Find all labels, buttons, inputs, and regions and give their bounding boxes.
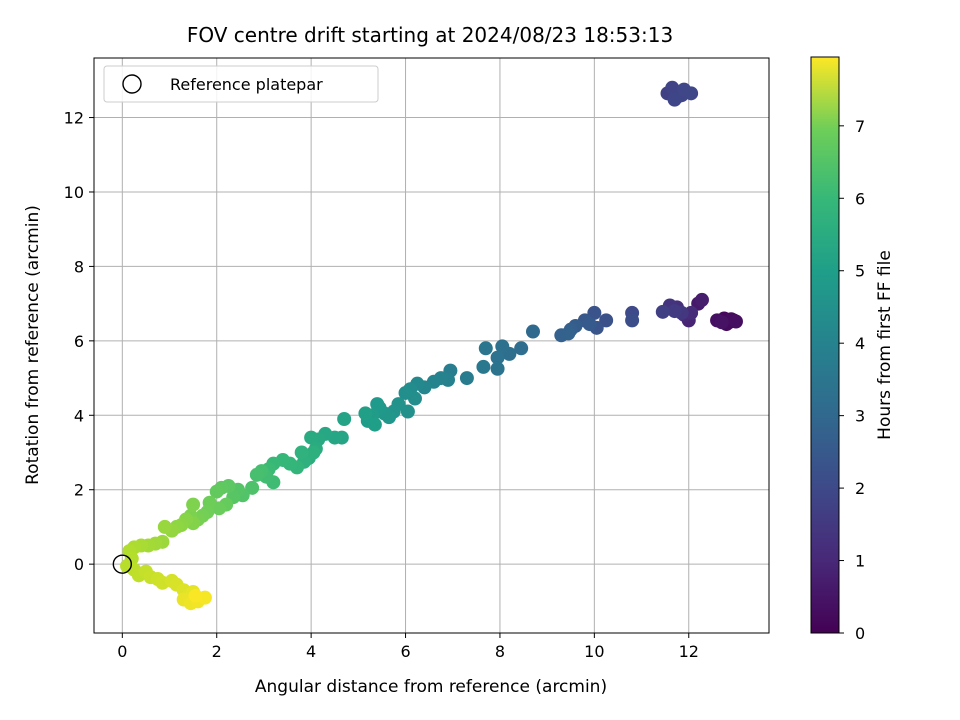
drift-point [370, 397, 385, 412]
colorbar-tick-label: 5 [855, 262, 865, 281]
drift-point [157, 519, 172, 534]
drift-point [249, 467, 264, 482]
colorbar-label: Hours from first FF file [875, 250, 895, 440]
grid-lines [94, 58, 769, 633]
colorbar-tick-label: 2 [855, 479, 865, 498]
axis-ticks: 0 2 4 6 8 10 12 0 2 4 6 8 10 12 [64, 109, 699, 661]
colorbar-tick-label: 7 [855, 117, 865, 136]
drift-point [667, 304, 682, 319]
drift-point [694, 292, 709, 307]
drift-point [495, 339, 510, 354]
drift-point [587, 305, 602, 320]
drift-point [677, 82, 692, 97]
x-tick-label: 8 [495, 642, 505, 661]
drift-point [306, 445, 321, 460]
colorbar-tick-label: 1 [855, 552, 865, 571]
colorbar-ticks: 0 1 2 3 4 5 6 7 [839, 117, 865, 643]
drift-point [599, 313, 614, 328]
legend-marker [122, 74, 142, 94]
drift-point [188, 588, 203, 603]
data-points [120, 80, 743, 611]
drift-point [478, 341, 493, 356]
drift-point [294, 445, 309, 460]
x-tick-label: 12 [679, 642, 699, 661]
drift-point [400, 404, 415, 419]
colorbar-tick-label: 4 [855, 334, 865, 353]
legend-box [103, 65, 379, 103]
drift-point [209, 484, 224, 499]
drift-point [582, 317, 597, 332]
x-tick-label: 6 [400, 642, 410, 661]
drift-point [337, 412, 352, 427]
x-tick-label: 2 [212, 642, 222, 661]
drift-point [490, 350, 505, 365]
y-tick-label: 8 [74, 257, 84, 276]
y-tick-label: 2 [74, 481, 84, 500]
drift-point [476, 359, 491, 374]
y-tick-label: 6 [74, 332, 84, 351]
colorbar-tick-label: 6 [855, 189, 865, 208]
y-tick-label: 12 [64, 109, 84, 128]
x-tick-label: 4 [306, 642, 316, 661]
y-tick-label: 10 [64, 183, 84, 202]
colorbar-gradient [810, 56, 840, 634]
drift-point [304, 430, 319, 445]
drift-point [514, 341, 529, 356]
x-tick-label: 10 [584, 642, 604, 661]
drift-point [245, 480, 260, 495]
drift-point [459, 371, 474, 386]
y-axis-label: Rotation from reference (arcmin) [23, 205, 43, 485]
chart-title: FOV centre drift starting at 2024/08/23 … [187, 23, 673, 47]
x-axis-label: Angular distance from reference (arcmin) [255, 677, 607, 697]
x-tick-label: 0 [117, 642, 127, 661]
colorbar: 0 1 2 3 4 5 6 7 Hours from first FF file [810, 56, 895, 643]
drift-point [728, 314, 743, 329]
drift-point [625, 313, 640, 328]
drift-point [561, 326, 576, 341]
legend: Reference platepar [103, 65, 379, 103]
drift-point [525, 324, 540, 339]
drift-point [186, 497, 201, 512]
drift-point [714, 315, 729, 330]
legend-label: Reference platepar [170, 75, 323, 94]
drift-point [367, 417, 382, 432]
y-tick-label: 4 [74, 406, 84, 425]
drift-point [667, 92, 682, 107]
colorbar-tick-label: 0 [855, 624, 865, 643]
drift-point [655, 304, 670, 319]
drift-point [490, 361, 505, 376]
drift-point [398, 385, 413, 400]
reference-platepar-marker [112, 554, 133, 574]
colorbar-tick-label: 3 [855, 407, 865, 426]
drift-point [358, 406, 373, 421]
y-tick-label: 0 [74, 555, 84, 574]
plot-frame [93, 57, 770, 634]
